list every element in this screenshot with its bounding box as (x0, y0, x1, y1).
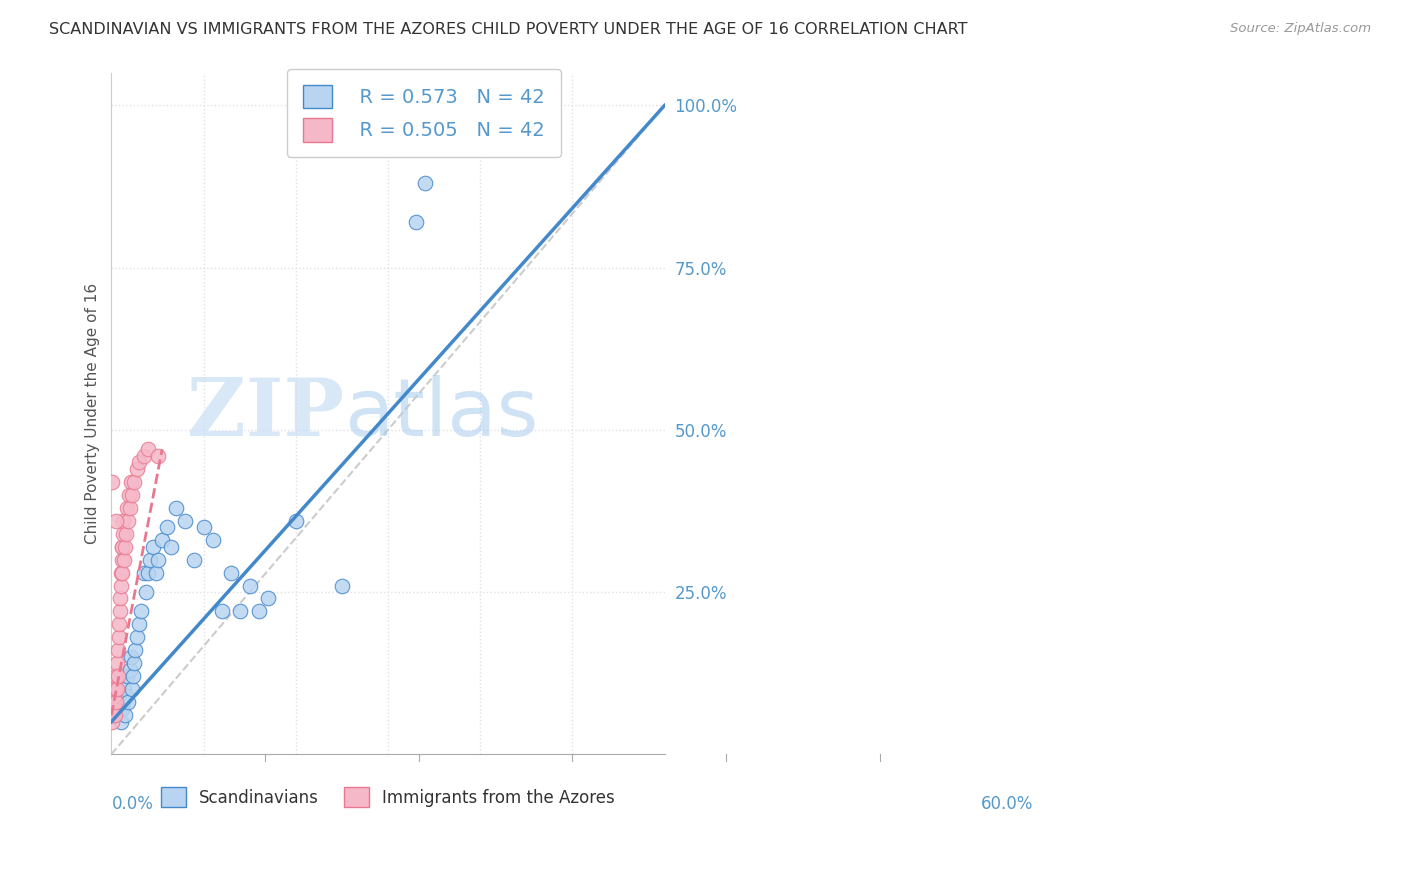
Point (108, 591, 131, 606)
Point (150, 533, 173, 548)
Point (211, 605, 233, 619)
Point (105, 669, 128, 683)
Point (247, 605, 270, 619)
Point (103, 689, 125, 703)
Point (257, 591, 280, 606)
Point (136, 566, 159, 580)
Text: ZIP: ZIP (187, 375, 343, 452)
Point (139, 552, 162, 566)
Point (124, 643, 146, 657)
Point (135, 585, 157, 599)
Point (118, 500, 141, 515)
Point (219, 566, 242, 580)
Text: 0.0%: 0.0% (111, 795, 153, 814)
Point (114, 708, 136, 723)
Point (103, 695, 125, 709)
Point (183, 552, 205, 566)
Point (101, 475, 124, 489)
Point (112, 682, 135, 697)
Point (111, 566, 134, 580)
Point (110, 540, 132, 554)
Point (105, 514, 128, 528)
Point (121, 488, 143, 502)
Point (193, 520, 215, 534)
Point (124, 657, 146, 671)
Point (121, 682, 143, 697)
Point (142, 540, 165, 554)
Point (413, 176, 436, 190)
Point (146, 449, 169, 463)
Point (115, 500, 138, 515)
Point (110, 552, 132, 566)
Point (405, 215, 427, 229)
Point (160, 540, 183, 554)
Point (132, 449, 155, 463)
Point (103, 702, 125, 716)
Point (121, 669, 143, 683)
Point (129, 605, 152, 619)
Point (284, 514, 307, 528)
Point (107, 617, 129, 632)
Point (128, 617, 150, 632)
Point (104, 708, 127, 723)
Point (112, 526, 135, 541)
Point (105, 682, 128, 697)
Point (110, 578, 132, 592)
Point (112, 552, 135, 566)
Point (107, 669, 129, 683)
Text: SCANDINAVIAN VS IMMIGRANTS FROM THE AZORES CHILD POVERTY UNDER THE AGE OF 16 COR: SCANDINAVIAN VS IMMIGRANTS FROM THE AZOR… (49, 22, 967, 37)
Point (174, 514, 197, 528)
Point (107, 631, 129, 645)
Point (118, 663, 141, 677)
Point (112, 695, 135, 709)
Point (132, 566, 155, 580)
Point (105, 695, 128, 709)
Point (120, 649, 142, 664)
Point (115, 689, 138, 703)
Point (128, 455, 150, 469)
Point (108, 605, 131, 619)
Point (115, 669, 138, 683)
Text: 60.0%: 60.0% (981, 795, 1033, 814)
Point (239, 578, 262, 592)
Point (117, 695, 139, 709)
Point (122, 475, 145, 489)
Point (229, 605, 252, 619)
Point (120, 475, 142, 489)
Point (101, 714, 124, 729)
Point (127, 631, 149, 645)
Point (107, 643, 129, 657)
Text: atlas: atlas (343, 375, 538, 452)
Point (201, 533, 224, 548)
Point (136, 442, 159, 457)
Point (118, 488, 141, 502)
Point (114, 540, 136, 554)
Point (117, 514, 139, 528)
Y-axis label: Child Poverty Under the Age of 16: Child Poverty Under the Age of 16 (86, 283, 100, 544)
Point (104, 682, 127, 697)
Point (165, 500, 187, 515)
Point (103, 708, 125, 723)
Point (156, 520, 179, 534)
Point (111, 702, 134, 716)
Point (105, 657, 128, 671)
Point (110, 566, 132, 580)
Point (110, 714, 132, 729)
Point (115, 526, 138, 541)
Point (330, 578, 353, 592)
Point (146, 552, 169, 566)
Point (127, 461, 149, 475)
Point (145, 566, 167, 580)
Point (112, 514, 135, 528)
Legend: Scandinavians, Immigrants from the Azores: Scandinavians, Immigrants from the Azore… (155, 780, 621, 814)
Point (111, 540, 134, 554)
Text: Source: ZipAtlas.com: Source: ZipAtlas.com (1230, 22, 1371, 36)
